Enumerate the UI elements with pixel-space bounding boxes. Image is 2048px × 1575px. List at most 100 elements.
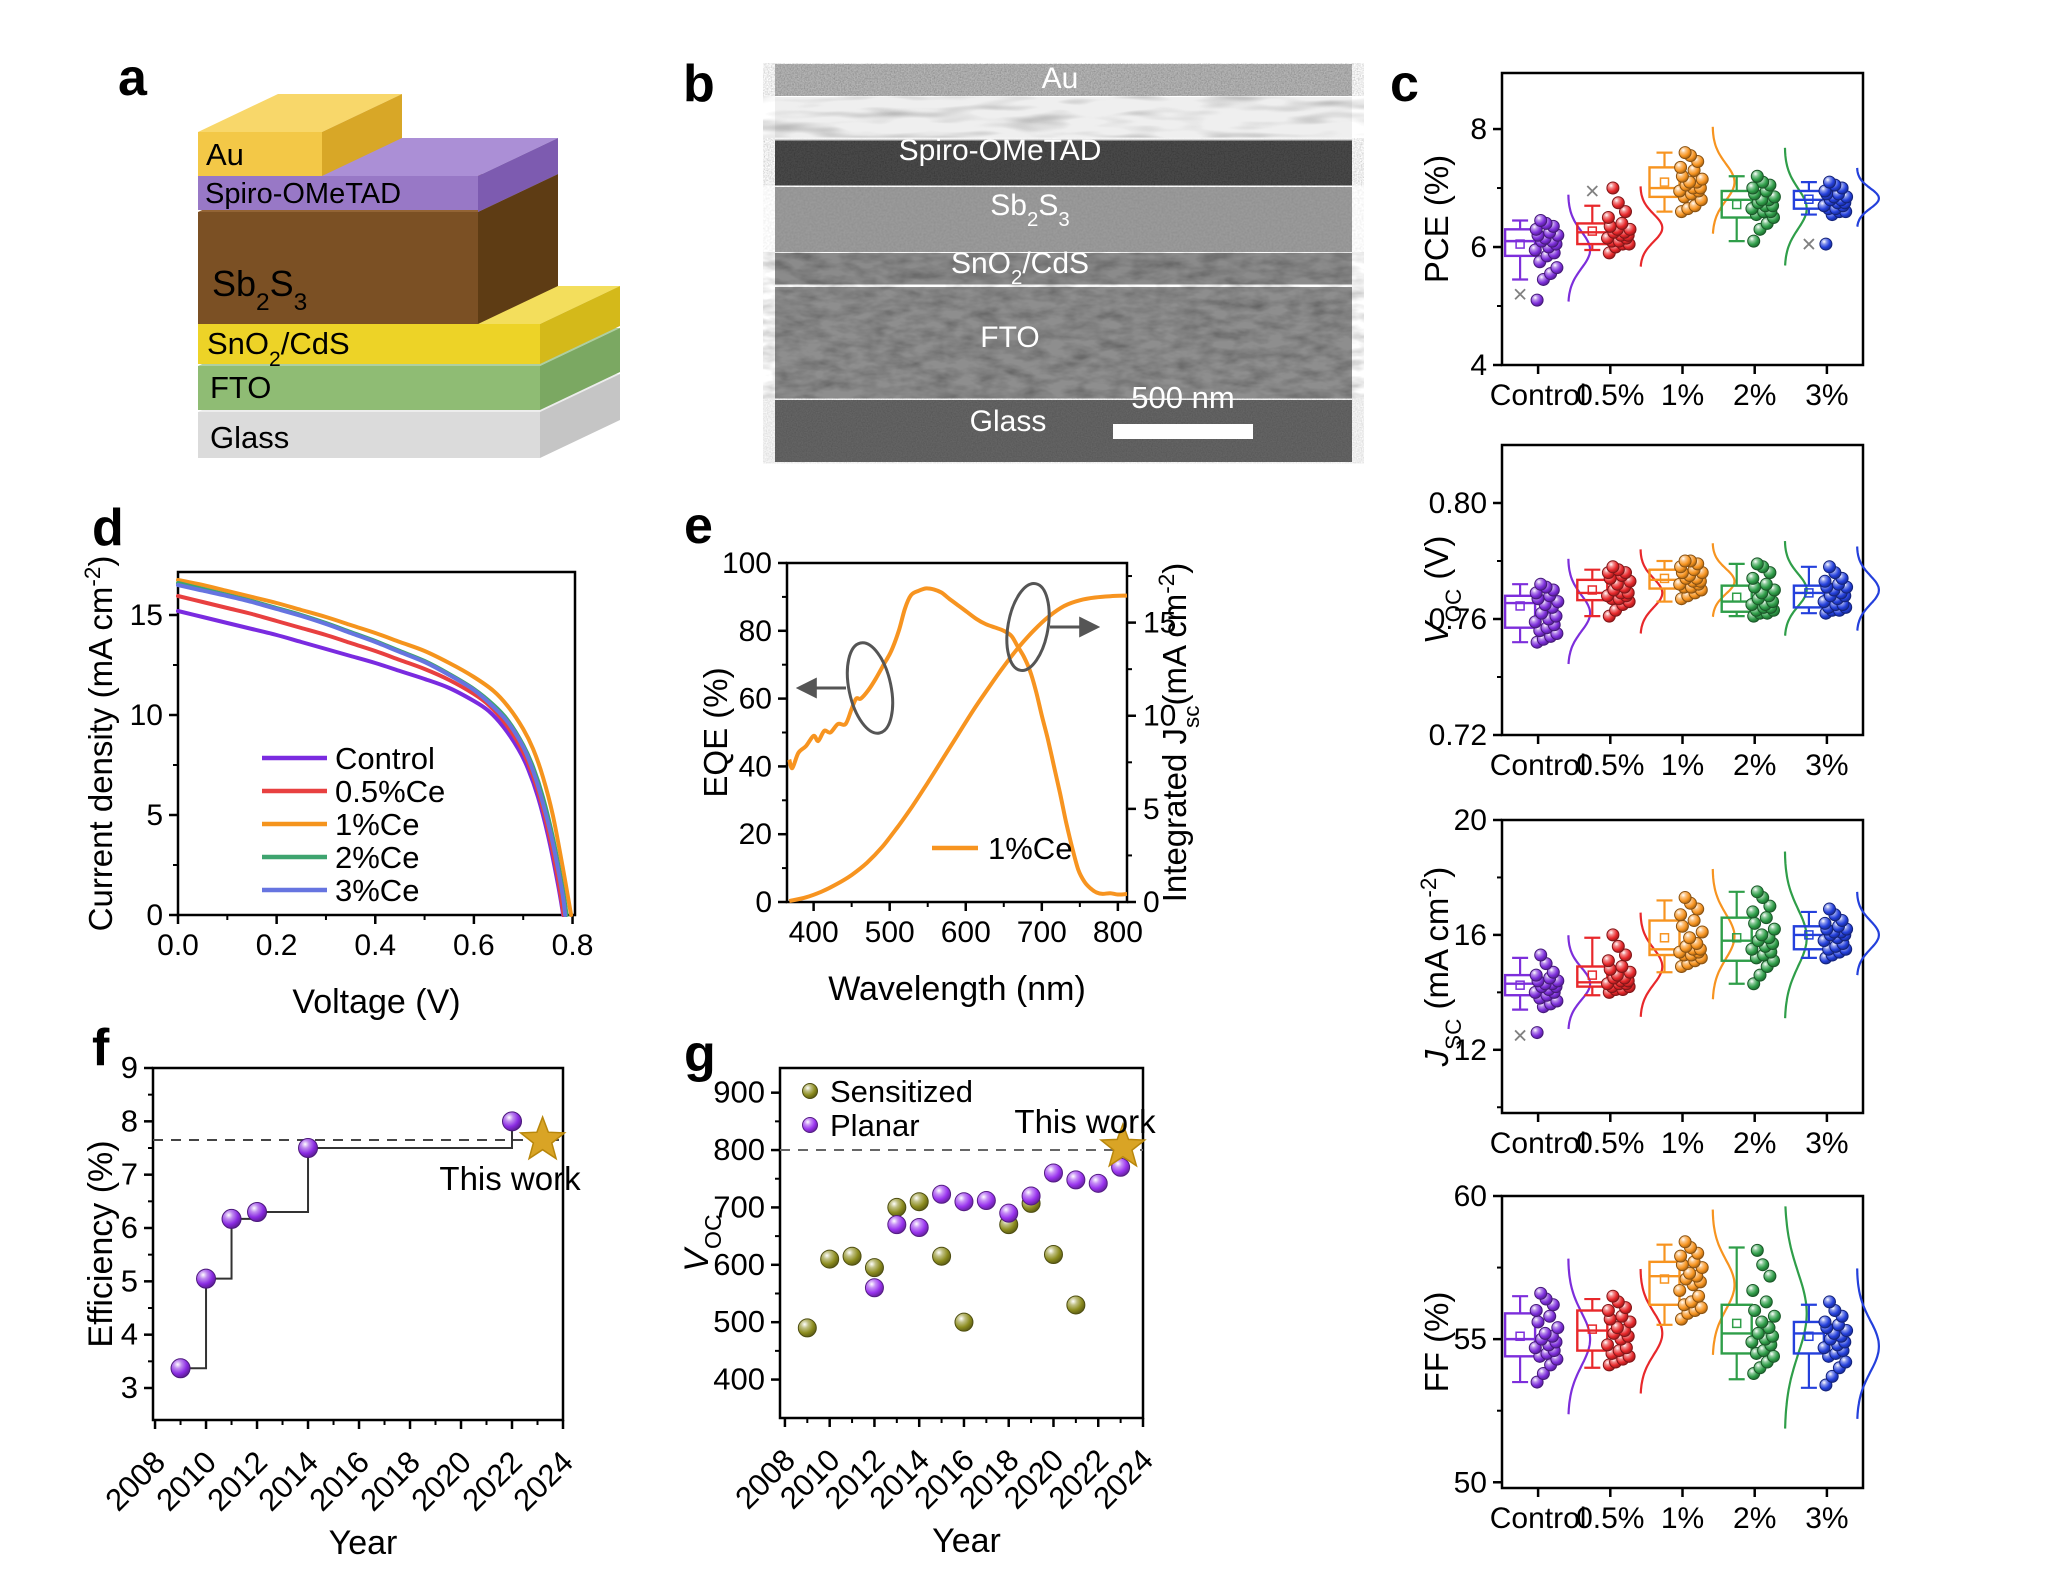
- scatter-point: [1767, 1309, 1781, 1323]
- scatter-point: [1534, 577, 1548, 591]
- box-group-2%: [1720, 851, 1808, 1122]
- scatter-point: [1750, 557, 1764, 571]
- planar-point: [932, 1184, 952, 1204]
- scatter-point: [1678, 1235, 1692, 1249]
- scatter-point: [1530, 293, 1544, 307]
- box: [1720, 1303, 1753, 1355]
- scatter-point: [1759, 911, 1773, 925]
- layer-label: Sb2S3: [212, 263, 307, 316]
- category-label: 1%: [1661, 749, 1704, 782]
- scatter-point: [1745, 942, 1759, 956]
- outlier-x: [1803, 238, 1815, 250]
- scatter-point: [1695, 172, 1709, 186]
- y-tick-label: 8: [121, 1103, 138, 1138]
- scatter-point: [1746, 571, 1760, 585]
- this-work-star: [1098, 1122, 1147, 1168]
- category-label: 2%: [1733, 1502, 1776, 1535]
- x-tick-label: 600: [941, 916, 991, 949]
- box: [1792, 1320, 1826, 1355]
- mean-marker: [1587, 1324, 1598, 1334]
- scatter-point: [1528, 243, 1542, 257]
- category-label: Control: [1490, 379, 1587, 412]
- legend-label: 1%Ce: [335, 807, 419, 842]
- milestone-point: [298, 1138, 319, 1158]
- right-axis-ellipse: [1005, 582, 1051, 672]
- sem-label: SnO2/CdS: [951, 247, 1089, 289]
- scatter-point: [1839, 1355, 1853, 1369]
- category-label: Control: [1490, 1127, 1587, 1160]
- sem-label: Spiro-OMeTAD: [899, 134, 1102, 167]
- violin-curve: [1567, 1258, 1592, 1415]
- panel-label-a: a: [118, 49, 147, 107]
- y-axis-title: FF (%): [1418, 1292, 1455, 1393]
- box-group-0.5%: [1576, 181, 1664, 374]
- scatter-point: [1675, 919, 1689, 933]
- mean-marker: [1731, 199, 1742, 210]
- scatter-point: [1678, 554, 1692, 568]
- scatter-point: [1678, 891, 1692, 905]
- box-group-Control: [1503, 935, 1592, 1122]
- box-group-2%: [1720, 540, 1808, 744]
- scatter-point: [1615, 960, 1629, 973]
- scatter-point: [1601, 1338, 1614, 1352]
- panel-label-g: g: [684, 1025, 716, 1083]
- category-label: 1%: [1661, 1502, 1704, 1535]
- box: [1503, 594, 1537, 629]
- planar-point: [954, 1192, 974, 1212]
- scatter-point: [1755, 1315, 1769, 1329]
- violin-curve: [1711, 1209, 1736, 1356]
- panel-b-sem-image: Au Spiro-OMeTAD Sb2S3 SnO2/CdS FTO Glass 500 n…: [775, 62, 1352, 462]
- scatter-point: [1606, 1289, 1620, 1303]
- scatter-point: [1818, 574, 1832, 588]
- category-label: 2%: [1733, 749, 1776, 782]
- mean-marker: [1804, 930, 1814, 940]
- y-axis-title-right: Integrated Jsc(mA cm-2): [1154, 563, 1204, 903]
- sensitized-point: [887, 1197, 907, 1217]
- legend-label: 0.5%Ce: [335, 774, 445, 809]
- scatter-point: [1678, 146, 1692, 160]
- mean-marker: [1731, 933, 1742, 943]
- layer-side-face: [540, 374, 620, 458]
- scatter-point: [1610, 1321, 1624, 1335]
- x-tick-label: 0.6: [453, 929, 495, 962]
- legend-label: 3%Ce: [335, 873, 419, 908]
- sensitized-point: [909, 1192, 929, 1212]
- y-tick-label: 700: [713, 1189, 765, 1224]
- x-tick-label: 0.0: [157, 929, 199, 962]
- right-tick-label: 10: [1143, 700, 1176, 733]
- panel-label-f: f: [92, 1019, 110, 1077]
- category-label: 3%: [1805, 749, 1848, 782]
- violin-curve: [1639, 1268, 1664, 1394]
- x-axis-title: Wavelength (nm): [828, 970, 1086, 1008]
- mean-marker: [1804, 588, 1814, 598]
- y-tick-label: 0.76: [1429, 603, 1487, 636]
- scatter-point: [1601, 211, 1615, 225]
- milestone-point: [170, 1358, 191, 1379]
- y-tick-label: 8: [1470, 113, 1487, 146]
- category-label: 3%: [1805, 379, 1848, 412]
- milestone-point: [196, 1268, 217, 1289]
- panel-label-d: d: [92, 499, 124, 557]
- outlier-x: [1514, 1029, 1526, 1042]
- sem-label: Sb2S3: [990, 189, 1069, 231]
- scatter-point: [1528, 615, 1542, 629]
- y-axis-title: JSC (mA cm-2): [1416, 867, 1466, 1068]
- scatter-point: [1751, 1326, 1765, 1340]
- violin-curve: [1856, 891, 1881, 976]
- layer-front-face: [198, 366, 540, 410]
- y-tick-label: 6: [1470, 231, 1487, 264]
- y-axis-title: VOC (V): [1418, 536, 1466, 645]
- y-axis-title: VOC: [678, 1214, 726, 1271]
- scatter-point: [1550, 261, 1564, 275]
- scatter-point: [1823, 175, 1836, 189]
- violin-curve: [1784, 1206, 1808, 1429]
- sensitized-point: [1043, 1244, 1063, 1264]
- mean-marker: [1659, 177, 1670, 187]
- integrated-jsc-curve: [788, 593, 1128, 904]
- box-group-3%: [1792, 546, 1881, 744]
- y-tick-label: 0: [146, 899, 163, 932]
- violin-curve: [1639, 549, 1664, 634]
- box: [1648, 919, 1681, 957]
